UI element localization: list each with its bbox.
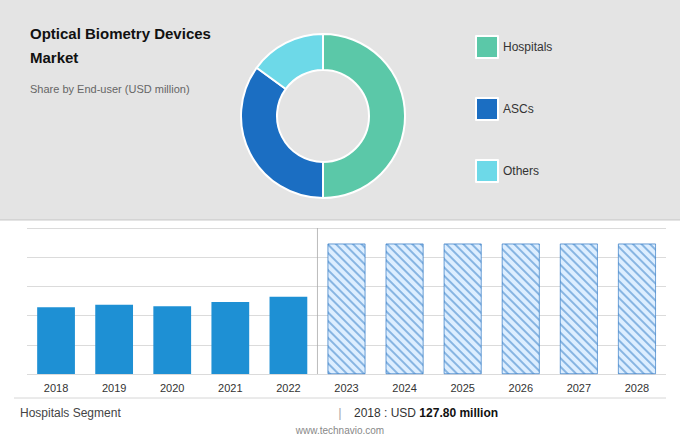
svg-text:2018: 2018 <box>44 382 68 394</box>
svg-text:2020: 2020 <box>160 382 184 394</box>
svg-text:Hospitals Segment: Hospitals Segment <box>20 406 121 420</box>
svg-text:2027: 2027 <box>567 382 591 394</box>
svg-text:127.80 million: 127.80 million <box>419 406 498 420</box>
svg-text:2018 : USD: 2018 : USD <box>354 406 419 420</box>
svg-text:2022: 2022 <box>276 382 300 394</box>
svg-text:2023: 2023 <box>334 382 358 394</box>
svg-text:ASCs: ASCs <box>503 102 534 116</box>
svg-text:2028: 2028 <box>625 382 649 394</box>
svg-text:2024: 2024 <box>392 382 416 394</box>
svg-text:www.technavio.com: www.technavio.com <box>295 425 384 436</box>
svg-text:2019: 2019 <box>102 382 126 394</box>
svg-text:Market: Market <box>30 49 78 66</box>
svg-text:Optical Biometry Devices: Optical Biometry Devices <box>30 25 211 42</box>
svg-text:2026: 2026 <box>509 382 533 394</box>
svg-text:2025: 2025 <box>450 382 474 394</box>
svg-text:Share by End-user (USD million: Share by End-user (USD million) <box>30 83 190 95</box>
svg-text:|: | <box>338 405 341 420</box>
svg-text:Hospitals: Hospitals <box>503 40 552 54</box>
svg-text:Others: Others <box>503 164 539 178</box>
svg-text:2021: 2021 <box>218 382 242 394</box>
